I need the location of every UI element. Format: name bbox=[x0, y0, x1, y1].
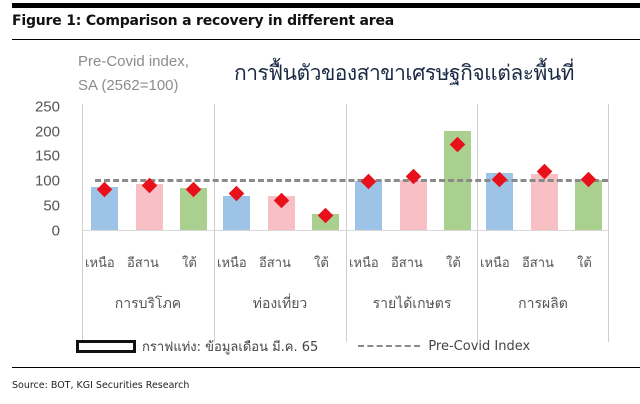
bar bbox=[531, 173, 558, 231]
x-category-label: ใต้ bbox=[182, 256, 197, 271]
x-category-label: เหนือ bbox=[480, 256, 510, 271]
x-category-label: อีสาน bbox=[259, 256, 291, 271]
group-divider bbox=[82, 104, 83, 342]
x-category-label: เหนือ bbox=[349, 256, 379, 271]
x-category-label: อีสาน bbox=[522, 256, 554, 271]
legend-bar-label: กราฟแท่ง: ข้อมูลเดือน มี.ค. 65 bbox=[142, 339, 319, 355]
chart-title: การฟื้นตัวของสาขาเศรษฐกิจแต่ละพื้นที่ bbox=[234, 61, 575, 85]
footer-divider bbox=[12, 367, 640, 368]
x-category-label: เหนือ bbox=[217, 256, 247, 271]
x-category-label: เหนือ bbox=[85, 256, 115, 271]
legend: กราฟแท่ง: ข้อมูลเดือน มี.ค. 65 Pre-Covid… bbox=[76, 336, 530, 356]
pre-covid-reference-line bbox=[95, 179, 608, 183]
x-group-label: การบริโภค bbox=[114, 296, 182, 312]
y-axis-label: Pre-Covid index, SA (2562=100) bbox=[78, 50, 189, 98]
top-rule-bar bbox=[12, 3, 640, 8]
legend-line-label: Pre-Covid Index bbox=[428, 338, 531, 354]
x-axis-baseline bbox=[82, 230, 608, 231]
group-divider bbox=[346, 104, 347, 342]
bar bbox=[223, 195, 250, 231]
y-tick: 0 bbox=[51, 222, 60, 240]
x-category-label: อีสาน bbox=[127, 256, 159, 271]
x-category-label: ใต้ bbox=[577, 256, 592, 271]
header-divider bbox=[12, 39, 640, 40]
group-divider bbox=[477, 104, 478, 342]
y-tick: 50 bbox=[43, 197, 60, 215]
y-tick: 150 bbox=[34, 147, 60, 165]
plot-area: เหนือ อีสาน ใต้การบริโภค เหนือ อีสาน ใต้ท่องเ… bbox=[0, 40, 640, 366]
x-group-label: การผลิต bbox=[518, 296, 568, 312]
figure-title: Figure 1: Comparison a recovery in diffe… bbox=[12, 13, 395, 29]
source-note: Source: BOT, KGI Securities Research bbox=[12, 380, 190, 391]
legend-dashed-line-swatch bbox=[358, 345, 421, 347]
group-divider bbox=[214, 104, 215, 342]
chart: Pre-Covid index, SA (2562=100) การฟื้นตั… bbox=[0, 40, 640, 366]
y-axis-label-line1: Pre-Covid index, bbox=[78, 53, 189, 70]
x-category-label: ใต้ bbox=[446, 256, 461, 271]
bar bbox=[400, 179, 427, 231]
y-tick: 250 bbox=[34, 98, 60, 116]
y-tick: 200 bbox=[34, 123, 60, 141]
bar bbox=[575, 179, 602, 231]
y-tick: 100 bbox=[34, 172, 60, 190]
group-divider bbox=[608, 104, 609, 342]
x-group-label: รายได้เกษตร bbox=[372, 296, 452, 312]
x-group-label: ท่องเที่ยว bbox=[252, 296, 308, 312]
legend-bar-swatch bbox=[76, 339, 136, 353]
x-category-label: อีสาน bbox=[391, 256, 423, 271]
x-category-label: ใต้ bbox=[314, 256, 329, 271]
y-axis-label-line2: SA (2562=100) bbox=[78, 77, 179, 94]
